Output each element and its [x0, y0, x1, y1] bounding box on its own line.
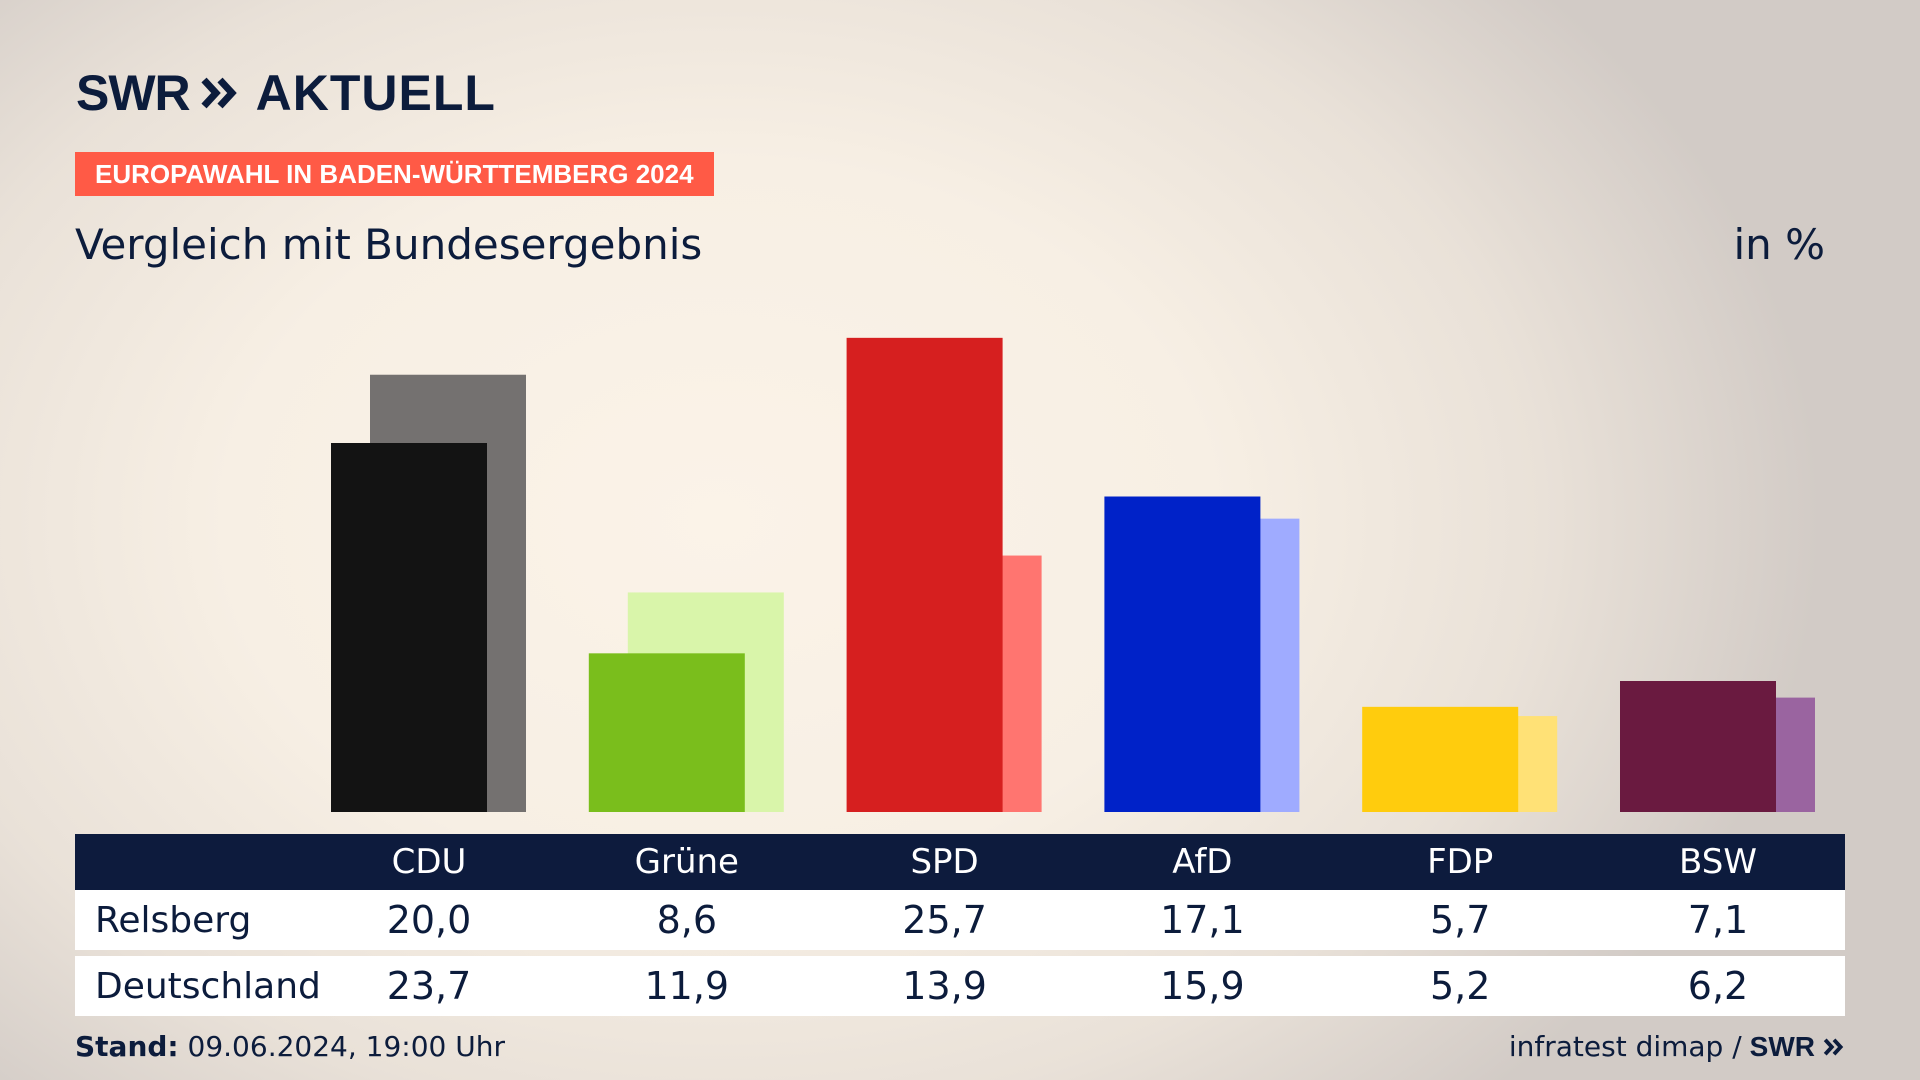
- stand-value: 09.06.2024, 19:00 Uhr: [187, 1030, 505, 1063]
- column-header-grüne: Grüne: [634, 842, 739, 882]
- logo-brand: SWR: [76, 65, 191, 121]
- table-cell: 13,9: [902, 964, 987, 1008]
- source-brand: SWR: [1749, 1030, 1815, 1062]
- bar-relsberg-grüne: [588, 653, 745, 812]
- table-cell: 17,1: [1160, 898, 1245, 942]
- table-cell: 8,6: [656, 898, 718, 942]
- chart-title: Vergleich mit Bundesergebnis: [75, 220, 703, 269]
- table-header: CDU Grüne SPD AfD FDP BSW: [75, 834, 1845, 890]
- table-cell: 6,2: [1687, 964, 1749, 1008]
- timestamp: Stand: 09.06.2024, 19:00 Uhr: [75, 1030, 505, 1063]
- unit-label: in %: [1733, 220, 1825, 269]
- table-cell: 15,9: [1160, 964, 1245, 1008]
- bar-relsberg-cdu: [331, 443, 487, 812]
- bar-relsberg-spd: [846, 337, 1003, 812]
- table-cell: 7,1: [1687, 898, 1749, 942]
- stand-label: Stand:: [75, 1030, 179, 1063]
- column-header-afd: AfD: [1172, 842, 1233, 882]
- table-cell: 25,7: [902, 898, 987, 942]
- election-tagline: EUROPAWAHL IN BADEN-WÜRTTEMBERG 2024: [75, 152, 714, 196]
- bar-relsberg-bsw: [1620, 681, 1776, 812]
- row-label: Relsberg: [95, 899, 252, 941]
- table-cell: 11,9: [644, 964, 730, 1008]
- logo-product: AKTUELL: [255, 65, 496, 121]
- table-row: Deutschland 23,7 11,9 13,9 15,9 5,2 6,2: [75, 956, 1845, 1016]
- source-text: infratest dimap /: [1508, 1030, 1742, 1063]
- source-credit: infratest dimap / SWR: [1509, 1030, 1845, 1063]
- bar-relsberg-fdp: [1362, 706, 1519, 812]
- table-row: Relsberg 20,0 8,6 25,7 17,1 5,7 7,1: [75, 890, 1845, 950]
- column-header-spd: SPD: [910, 842, 979, 882]
- swr-aktuell-logo: SWR AKTUELL: [76, 65, 496, 121]
- results-table: CDU Grüne SPD AfD FDP BSW Relsberg 20,0 8,6 25,…: [75, 834, 1845, 1016]
- table-cell: 20,0: [386, 898, 472, 942]
- column-header-bsw: BSW: [1679, 842, 1757, 882]
- table-cell: 23,7: [386, 964, 472, 1008]
- double-chevron-icon: [201, 77, 237, 109]
- column-header-fdp: FDP: [1427, 842, 1494, 882]
- table-cell: 5,2: [1429, 964, 1491, 1008]
- column-header-cdu: CDU: [391, 842, 467, 882]
- bar-relsberg-afd: [1104, 496, 1261, 812]
- row-label: Deutschland: [95, 965, 321, 1007]
- double-chevron-icon: [1823, 1038, 1844, 1055]
- table-cell: 5,7: [1429, 898, 1491, 942]
